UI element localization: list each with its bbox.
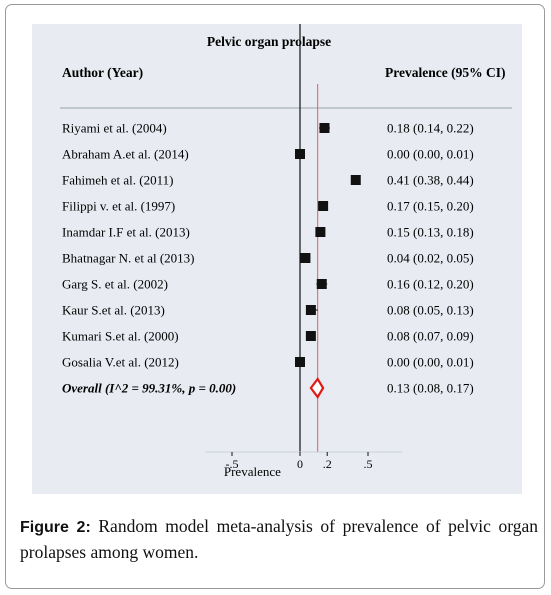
study-point-marker xyxy=(316,279,327,289)
study-ci-value: 0.00 (0.00, 0.01) xyxy=(387,147,474,162)
study-label: Filippi v. et al. (1997) xyxy=(62,199,175,214)
study-label: Inamdar I.F et al. (2013) xyxy=(62,225,190,240)
study-row: Filippi v. et al. (1997) 0.17 (0.15, 0.20… xyxy=(62,199,474,214)
study-ci-value: 0.00 (0.00, 0.01) xyxy=(387,355,474,370)
study-point-marker xyxy=(305,305,316,315)
study-row: Fahimeh et al. (2011) 0.41 (0.38, 0.44) xyxy=(62,173,474,188)
study-ci-value: 0.15 (0.13, 0.18) xyxy=(387,225,474,240)
study-label: Bhatnagar N. et al (2013) xyxy=(62,251,194,266)
overall-ci-value: 0.13 (0.08, 0.17) xyxy=(387,381,474,396)
study-point-marker xyxy=(319,123,330,133)
study-row: Riyami et al. (2004) 0.18 (0.14, 0.22) xyxy=(62,121,474,136)
figure-label: Figure 2: xyxy=(20,519,91,536)
figure-frame xyxy=(5,4,545,589)
study-label: Riyami et al. (2004) xyxy=(62,121,167,136)
overall-diamond xyxy=(309,377,325,399)
study-ci-value: 0.41 (0.38, 0.44) xyxy=(387,173,474,188)
study-point-marker xyxy=(300,253,311,263)
x-axis-tick-label: .5 xyxy=(364,457,373,471)
study-row: Kaur S.et al. (2013) 0.08 (0.05, 0.13) xyxy=(62,303,474,318)
study-label: Gosalia V.et al. (2012) xyxy=(62,355,179,370)
chart-title: Pelvic organ prolapse xyxy=(207,34,331,49)
study-label: Kaur S.et al. (2013) xyxy=(62,303,165,318)
study-ci-value: 0.17 (0.15, 0.20) xyxy=(387,199,474,214)
study-row: Bhatnagar N. et al (2013) 0.04 (0.02, 0.0… xyxy=(62,251,474,266)
figure-caption: Figure 2: Random model meta-analysis of … xyxy=(20,514,538,564)
study-row: Garg S. et al. (2002) 0.16 (0.12, 0.20) xyxy=(62,277,474,292)
header-author-year: Author (Year) xyxy=(62,65,143,80)
overall-label: Overall (I^2 = 99.31%, p = 0.00) xyxy=(62,381,236,396)
study-ci-value: 0.04 (0.02, 0.05) xyxy=(387,251,474,266)
study-point-marker xyxy=(315,227,326,237)
x-axis-label: Prevalence xyxy=(224,464,281,479)
overall-row: Overall (I^2 = 99.31%, p = 0.00) 0.13 (0.… xyxy=(62,377,474,399)
x-axis-tick-label: -.5 xyxy=(226,457,239,471)
study-ci-value: 0.18 (0.14, 0.22) xyxy=(387,121,474,136)
study-ci-value: 0.08 (0.05, 0.13) xyxy=(387,303,474,318)
study-point-marker xyxy=(305,331,316,341)
study-label: Abraham A.et al. (2014) xyxy=(62,147,189,162)
figure-caption-text: Random model meta-analysis of prevalence… xyxy=(20,516,538,562)
study-point-marker xyxy=(318,201,329,211)
study-rows: Riyami et al. (2004) 0.18 (0.14, 0.22) Abr… xyxy=(62,24,474,452)
study-row: Inamdar I.F et al. (2013) 0.15 (0.13, 0.1… xyxy=(62,225,474,240)
study-row: Abraham A.et al. (2014) 0.00 (0.00, 0.01) xyxy=(62,147,474,162)
study-label: Garg S. et al. (2002) xyxy=(62,277,168,292)
header-prevalence-ci: Prevalence (95% CI) xyxy=(385,65,505,80)
x-axis: -.5 0 .2 .5 Prevalence xyxy=(204,451,402,479)
x-axis-tick-label: .2 xyxy=(323,457,332,471)
study-label: Kumari S.et al. (2000) xyxy=(62,329,179,344)
forest-plot: Pelvic organ prolapse Author (Year) Prev… xyxy=(60,24,512,479)
study-row: Gosalia V.et al. (2012) 0.00 (0.00, 0.01) xyxy=(62,355,474,370)
study-row: Kumari S.et al. (2000) 0.08 (0.07, 0.09) xyxy=(62,329,474,344)
study-point-marker xyxy=(295,357,305,367)
x-axis-tick-label: 0 xyxy=(297,457,303,471)
study-point-marker xyxy=(350,175,361,185)
forest-plot-panel: Pelvic organ prolapse Author (Year) Prev… xyxy=(32,24,522,494)
study-point-marker xyxy=(295,149,305,159)
study-ci-value: 0.08 (0.07, 0.09) xyxy=(387,329,474,344)
study-label: Fahimeh et al. (2011) xyxy=(62,173,173,188)
study-ci-value: 0.16 (0.12, 0.20) xyxy=(387,277,474,292)
